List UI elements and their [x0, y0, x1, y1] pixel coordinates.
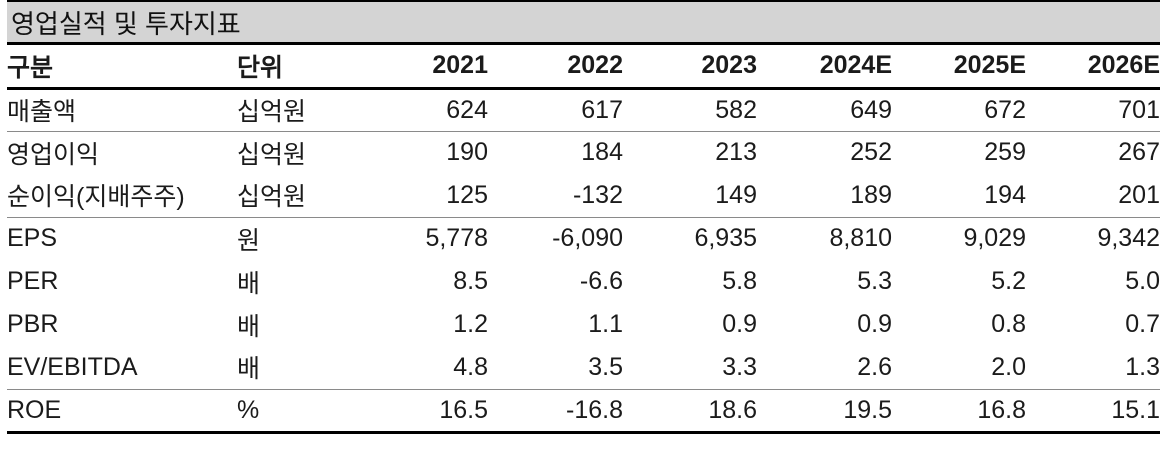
column-header-0: 구분: [7, 45, 237, 90]
cell-value: 5.0: [1125, 267, 1160, 295]
column-header-1: 단위: [237, 45, 354, 90]
cell-value: 8.5: [453, 267, 488, 295]
row-label: EPS: [7, 224, 58, 253]
table-row: 매출액 십억원 624 617 582 649 672 701: [7, 88, 1160, 132]
cell-value: 3.5: [488, 346, 623, 390]
cell-value: 18.6: [623, 389, 757, 434]
row-unit: %: [237, 389, 354, 434]
table-row: 영업이익 십억원 190 184 213 252 259 267: [7, 131, 1160, 174]
cell-value: 184: [581, 138, 623, 167]
table-title: 영업실적 및 투자지표: [11, 8, 241, 39]
cell-value: 190: [446, 138, 488, 167]
cell-value: 649: [757, 88, 892, 132]
cell-value: 19.5: [757, 389, 892, 434]
cell-value: 149: [623, 174, 757, 218]
column-header-5: 2024E: [757, 45, 892, 90]
row-label: 순이익(지배주주): [7, 174, 237, 218]
cell-value: 0.9: [722, 310, 757, 338]
cell-value: 5.2: [991, 267, 1026, 295]
cell-value: 2.6: [757, 346, 892, 390]
row-label: PBR: [7, 310, 59, 338]
cell-value: 5.8: [722, 267, 757, 295]
cell-value: 701: [1026, 88, 1160, 132]
cell-value: 9,342: [1097, 224, 1160, 253]
cell-value: 0.8: [991, 310, 1026, 338]
row-label: EV/EBITDA: [7, 346, 237, 390]
cell-value: 2.0: [892, 346, 1026, 390]
column-header-2: 2021: [354, 45, 488, 90]
table-header: 구분 단위 2021 2022 2023 2024E 2025E 2026E: [7, 45, 1160, 90]
table-row: 순이익(지배주주) 십억원 125 -132 149 189 194 201: [7, 174, 1160, 218]
cell-value: 213: [715, 138, 757, 167]
row-unit: 십억원: [237, 174, 354, 218]
cell-value: 4.8: [354, 346, 488, 390]
row-label: 영업이익: [7, 140, 100, 169]
cell-value: 252: [850, 138, 892, 167]
cell-value: 5.3: [857, 267, 892, 295]
table-row: PER 배 8.5 -6.6 5.8 5.3 5.2 5.0: [7, 260, 1160, 303]
column-header-6: 2025E: [892, 45, 1026, 90]
row-unit: 십억원: [237, 88, 354, 132]
financial-summary-table-block: 영업실적 및 투자지표 구분 단위 2021 2022 2023 2024E 2025E 20…: [7, 0, 1160, 434]
performance-indicators-table: 구분 단위 2021 2022 2023 2024E 2025E 2026E 매출액 십억원 62…: [7, 45, 1160, 434]
cell-value: 6,935: [694, 224, 757, 253]
table-title-bar: 영업실적 및 투자지표: [7, 0, 1160, 45]
cell-value: -6.6: [579, 267, 623, 295]
cell-value: 15.1: [1026, 389, 1160, 434]
cell-value: 9,029: [963, 224, 1026, 253]
cell-value: -16.8: [488, 389, 623, 434]
row-label: 매출액: [7, 88, 237, 132]
table-body: 매출액 십억원 624 617 582 649 672 701 영업이익 십억원 190 184 213…: [7, 88, 1160, 434]
cell-value: 125: [354, 174, 488, 218]
cell-value: 582: [623, 88, 757, 132]
cell-value: 3.3: [623, 346, 757, 390]
table-row: EPS 원 5,778 -6,090 6,935 8,810 9,029 9,342: [7, 217, 1160, 260]
cell-value: 1.2: [453, 310, 488, 338]
cell-value: 1.3: [1026, 346, 1160, 390]
row-label: ROE: [7, 389, 237, 434]
cell-value: 5,778: [425, 224, 488, 253]
row-unit: 배: [237, 346, 354, 390]
table-row: EV/EBITDA 배 4.8 3.5 3.3 2.6 2.0 1.3: [7, 346, 1160, 390]
cell-value: 201: [1026, 174, 1160, 218]
table-row: PBR 배 1.2 1.1 0.9 0.9 0.8 0.7: [7, 303, 1160, 346]
cell-value: 0.7: [1125, 310, 1160, 338]
cell-value: 194: [892, 174, 1026, 218]
column-header-3: 2022: [488, 45, 623, 90]
cell-value: 16.5: [354, 389, 488, 434]
row-label: PER: [7, 267, 59, 295]
cell-value: 0.9: [857, 310, 892, 338]
cell-value: 672: [892, 88, 1026, 132]
row-unit: 배: [237, 269, 261, 298]
table-row: ROE% 16.5 -16.8 18.6 19.5 16.8 15.1: [7, 389, 1160, 434]
cell-value: 1.1: [588, 310, 623, 338]
cell-value: 189: [757, 174, 892, 218]
cell-value: 8,810: [829, 224, 892, 253]
row-unit: 십억원: [237, 140, 307, 169]
cell-value: -6,090: [552, 224, 623, 253]
cell-value: 617: [488, 88, 623, 132]
cell-value: 259: [984, 138, 1026, 167]
row-unit: 원: [237, 226, 261, 255]
row-unit: 배: [237, 312, 261, 341]
cell-value: -132: [488, 174, 623, 218]
column-header-4: 2023: [623, 45, 757, 90]
cell-value: 267: [1118, 138, 1160, 167]
header-row: 구분 단위 2021 2022 2023 2024E 2025E 2026E: [7, 45, 1160, 90]
cell-value: 16.8: [892, 389, 1026, 434]
column-header-7: 2026E: [1026, 45, 1160, 90]
cell-value: 624: [354, 88, 488, 132]
